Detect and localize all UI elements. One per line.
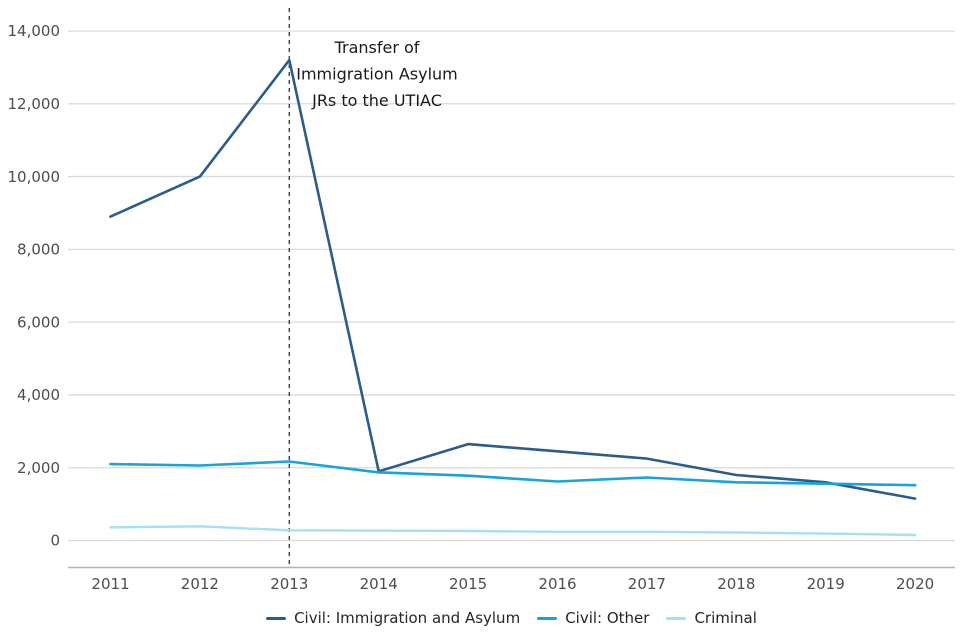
- x-tick-label-2019: 2019: [807, 575, 845, 593]
- x-tick-label-2014: 2014: [360, 575, 398, 593]
- y-tick-label-12000: 12,000: [8, 95, 61, 113]
- legend-swatch-civil-other: [537, 616, 558, 620]
- x-tick-label-2016: 2016: [538, 575, 576, 593]
- x-tick-label-2013: 2013: [270, 575, 308, 593]
- y-tick-label-14000: 14,000: [8, 22, 61, 40]
- y-tick-label-0: 0: [50, 532, 60, 550]
- x-tick-label-2018: 2018: [717, 575, 755, 593]
- legend-item-civil-immigration-and-asylum: Civil: Immigration and Asylum: [266, 609, 520, 627]
- series-line-criminal: [109, 525, 917, 537]
- legend-label-criminal: Criminal: [694, 609, 757, 627]
- x-tick-label-2011: 2011: [91, 575, 129, 593]
- legend-label-civil-other: Civil: Other: [565, 609, 650, 627]
- legend-swatch-civil-immigration-and-asylum: [266, 616, 287, 620]
- y-tick-label-6000: 6,000: [17, 313, 60, 331]
- annotation-text: Transfer of Immigration Asylum JRs to the …: [296, 38, 458, 110]
- y-tick-label-4000: 4,000: [17, 386, 60, 404]
- legend-label-civil-immigration-and-asylum: Civil: Immigration and Asylum: [294, 609, 521, 627]
- legend-item-criminal: Criminal: [666, 609, 757, 627]
- series-line-civil-immigration-and-asylum: [109, 58, 917, 500]
- y-tick-label-10000: 10,000: [8, 168, 61, 186]
- x-tick-label-2012: 2012: [181, 575, 219, 593]
- series-line-civil-other: [109, 460, 917, 487]
- x-tick-label-2020: 2020: [896, 575, 934, 593]
- chart-legend: Civil: Immigration and Asylum Civil: Othe…: [68, 607, 955, 629]
- x-tick-label-2017: 2017: [628, 575, 666, 593]
- x-tick-label-2015: 2015: [449, 575, 487, 593]
- y-tick-label-2000: 2,000: [17, 459, 60, 477]
- y-tick-label-8000: 8,000: [17, 241, 60, 259]
- legend-item-civil-other: Civil: Other: [537, 609, 649, 627]
- legend-swatch-criminal: [666, 616, 687, 620]
